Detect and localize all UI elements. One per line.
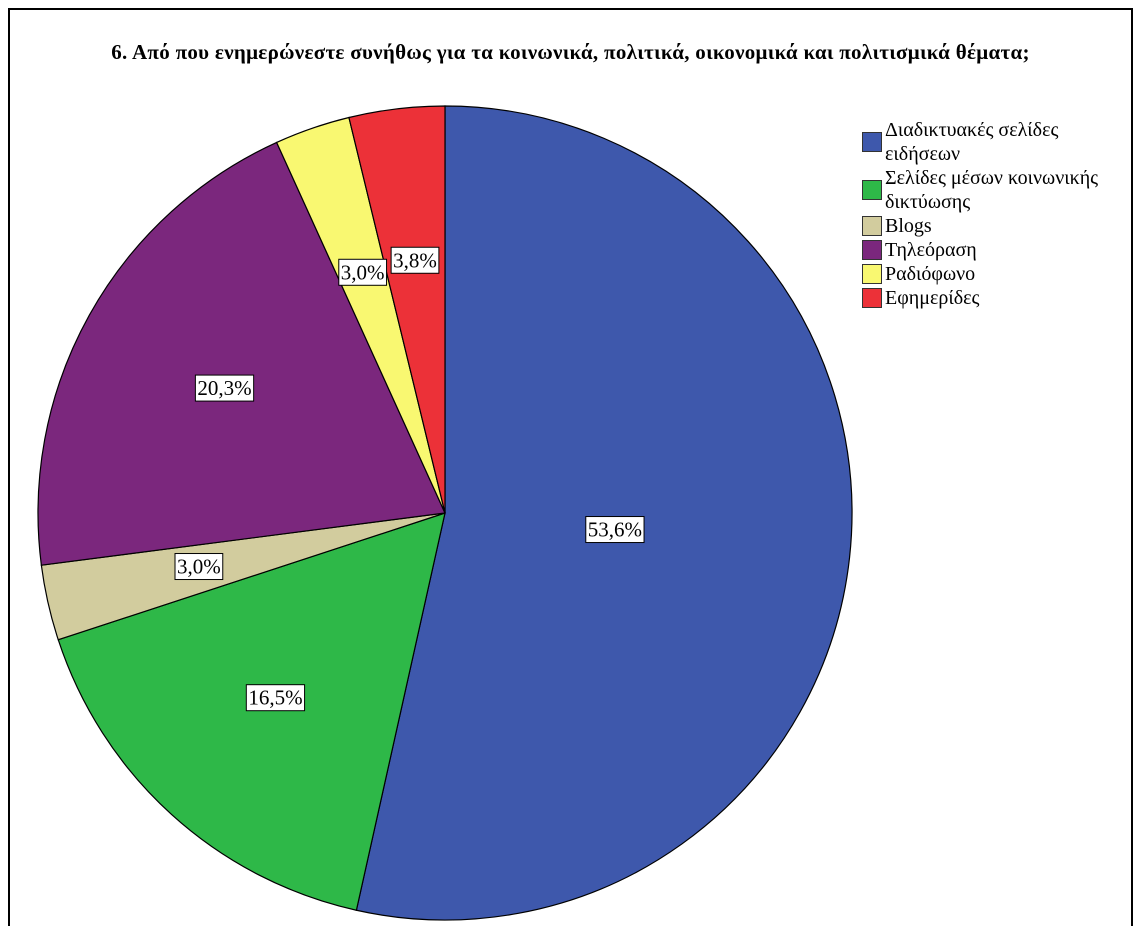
legend-swatch bbox=[862, 264, 882, 284]
data-label-text: 3,0% bbox=[177, 555, 221, 579]
legend-swatch bbox=[862, 288, 882, 308]
data-label-box bbox=[174, 553, 224, 581]
legend-label: Σελίδες μέσων κοινωνικής δικτύωσης bbox=[885, 167, 1099, 213]
data-label: 16,5% bbox=[245, 684, 306, 712]
legend-label: Blogs bbox=[885, 215, 932, 237]
data-label-text: 3,8% bbox=[393, 248, 437, 272]
legend-item: Διαδικτυακές σελίδες ειδήσεων bbox=[862, 118, 1132, 166]
legend-item: Blogs bbox=[862, 214, 1132, 238]
legend-item: Ραδιόφωνο bbox=[862, 262, 1132, 286]
data-label-box bbox=[194, 374, 255, 402]
data-label-box bbox=[245, 684, 306, 712]
chart-frame bbox=[8, 8, 1133, 926]
data-label-text: 20,3% bbox=[197, 376, 251, 400]
legend-item: Εφημερίδες bbox=[862, 286, 1132, 310]
legend-item: Τηλεόραση bbox=[862, 238, 1132, 262]
pie-slice bbox=[37, 141, 446, 566]
legend-label: Διαδικτυακές σελίδες ειδήσεων bbox=[885, 119, 1059, 165]
legend-label: Ραδιόφωνο bbox=[885, 263, 976, 285]
data-label-text: 3,0% bbox=[341, 260, 385, 284]
legend-swatch bbox=[862, 240, 882, 260]
pie-slice bbox=[348, 105, 446, 514]
data-label: 53,6% bbox=[585, 516, 645, 544]
data-label-box bbox=[338, 258, 388, 286]
data-label-box bbox=[390, 246, 440, 274]
legend-swatch bbox=[862, 216, 882, 236]
legend-label: Εφημερίδες bbox=[885, 287, 980, 309]
data-label: 3,8% bbox=[390, 246, 440, 274]
chart-title: 6. Από που ενημερώνεστε συνήθως για τα κ… bbox=[111, 40, 1030, 64]
legend-swatch bbox=[862, 180, 882, 200]
legend-label: Τηλεόραση bbox=[885, 239, 977, 261]
legend: Διαδικτυακές σελίδες ειδήσεων Σελίδες μέσ… bbox=[862, 118, 1132, 310]
pie-slice bbox=[355, 105, 853, 921]
pie-slice bbox=[57, 512, 446, 911]
data-label: 3,0% bbox=[174, 553, 224, 581]
data-label: 20,3% bbox=[194, 374, 255, 402]
data-label-text: 53,6% bbox=[588, 518, 642, 542]
legend-item: Σελίδες μέσων κοινωνικής δικτύωσης bbox=[862, 166, 1132, 214]
legend-swatch bbox=[862, 132, 882, 152]
data-label-box bbox=[585, 516, 645, 544]
data-label: 3,0% bbox=[338, 258, 388, 286]
data-label-text: 16,5% bbox=[248, 686, 302, 710]
